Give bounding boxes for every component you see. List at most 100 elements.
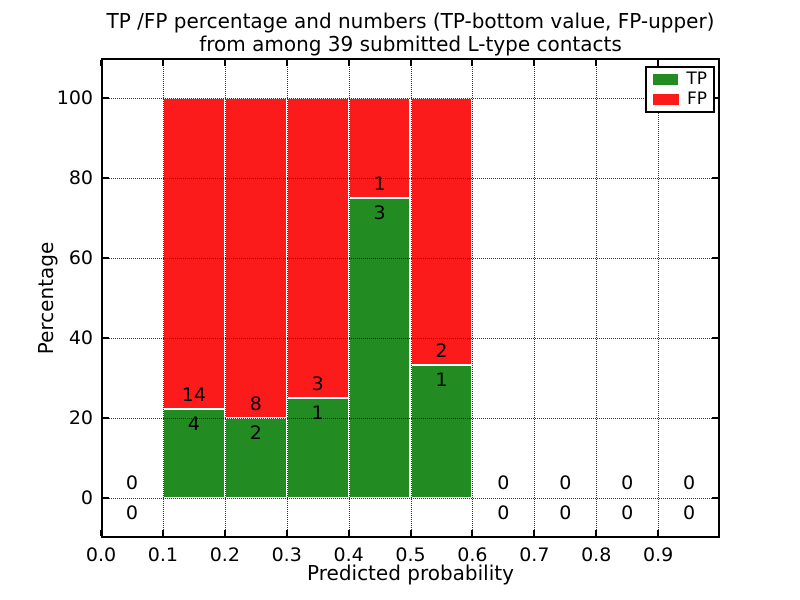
x-tick-mark-top: [657, 60, 660, 66]
x-tick-mark: [285, 530, 288, 536]
x-tick-label: 0.1: [147, 544, 178, 566]
y-axis-label: Percentage: [34, 241, 58, 355]
fp-count-label: 0: [125, 472, 138, 494]
fp-count-label: 1: [373, 173, 386, 195]
tp-count-label: 2: [249, 422, 262, 444]
x-tick-mark: [347, 530, 350, 536]
bar-segment-fp: [286, 98, 349, 398]
gridline-vertical: [534, 58, 536, 538]
legend: TP FP: [645, 66, 715, 113]
y-tick-mark: [103, 257, 109, 259]
x-tick-label: 0.4: [333, 544, 364, 566]
fp-count-label: 0: [683, 472, 696, 494]
x-tick-label: 0.5: [395, 544, 426, 566]
bar-segment-tp: [348, 198, 411, 498]
bar-segment-fp: [410, 98, 473, 365]
x-tick-mark-top: [409, 60, 412, 66]
gridline-vertical: [348, 58, 350, 538]
gridline-horizontal: [101, 98, 720, 99]
tp-count-label: 0: [497, 502, 510, 524]
y-tick-mark-right: [712, 337, 718, 339]
y-tick-label: 0: [80, 487, 93, 509]
y-tick-mark: [103, 337, 109, 339]
x-tick-mark-top: [100, 60, 102, 66]
bar-segment-tp: [224, 418, 287, 498]
tp-count-label: 3: [373, 202, 386, 224]
x-tick-mark: [409, 530, 412, 536]
y-tick-mark: [103, 497, 109, 499]
tp-count-label: 0: [683, 502, 696, 524]
bar-segment-fp: [162, 98, 225, 410]
x-tick-mark: [657, 530, 660, 536]
tp-count-label: 0: [125, 502, 138, 524]
y-tick-label: 60: [68, 247, 93, 269]
y-tick-mark: [103, 417, 109, 419]
legend-label-fp: FP: [686, 88, 707, 109]
gridline-horizontal: [101, 178, 720, 179]
y-tick-mark-right: [712, 497, 718, 499]
y-tick-label: 100: [56, 87, 93, 109]
x-tick-mark: [100, 530, 102, 536]
chart-title-line2: from among 39 submitted L-type contacts: [199, 32, 622, 56]
x-tick-mark-top: [285, 60, 288, 66]
gridline-vertical: [596, 58, 598, 538]
gridline-vertical: [286, 58, 288, 538]
chart-title: TP /FP percentage and numbers (TP-bottom…: [101, 10, 720, 56]
tp-count-label: 0: [559, 502, 572, 524]
gridline-vertical: [162, 58, 164, 538]
y-tick-mark: [103, 97, 109, 99]
x-axis-label: Predicted probability: [307, 561, 514, 585]
fp-count-label: 8: [249, 393, 262, 415]
bar-segment-tp: [162, 409, 225, 498]
tp-swatch-icon: [653, 74, 679, 86]
x-tick-label: 0.0: [85, 544, 117, 566]
gridline-horizontal: [101, 258, 720, 259]
legend-item-fp: FP: [653, 88, 707, 109]
x-tick-label: 0.6: [457, 544, 488, 566]
fp-count-label: 0: [621, 472, 634, 494]
tp-count-label: 1: [311, 402, 324, 424]
fp-count-label: 2: [435, 339, 448, 362]
y-tick-mark-right: [712, 417, 718, 419]
fp-count-label: 3: [311, 373, 324, 395]
chart-title-line1: TP /FP percentage and numbers (TP-bottom…: [106, 9, 715, 33]
x-tick-mark-top: [347, 60, 350, 66]
x-tick-mark: [223, 530, 226, 536]
x-tick-mark: [595, 530, 598, 536]
y-tick-label: 80: [68, 167, 93, 189]
y-tick-mark: [103, 177, 109, 179]
x-tick-label: 0.7: [519, 544, 550, 566]
x-tick-label: 0.3: [271, 544, 302, 566]
y-tick-mark-right: [712, 177, 718, 179]
fp-count-label: 0: [559, 472, 572, 494]
tp-count-label: 4: [187, 413, 200, 436]
fp-swatch-icon: [653, 93, 679, 105]
gridline-vertical: [658, 58, 660, 538]
x-tick-mark-top: [533, 60, 536, 66]
gridline-vertical: [224, 58, 226, 538]
x-tick-mark-top: [161, 60, 164, 66]
gridline-horizontal: [101, 418, 720, 419]
x-tick-mark: [471, 530, 474, 536]
gridline-horizontal: [101, 498, 720, 499]
x-tick-mark: [161, 530, 164, 536]
x-tick-mark: [533, 530, 536, 536]
legend-label-tp: TP: [686, 69, 707, 90]
x-tick-label: 0.8: [581, 544, 612, 566]
y-tick-mark-right: [712, 97, 718, 99]
gridline-horizontal: [101, 338, 720, 339]
gridline-vertical: [410, 58, 412, 538]
tp-count-label: 0: [621, 502, 634, 524]
x-tick-mark-top: [223, 60, 226, 66]
x-tick-mark-top: [595, 60, 598, 66]
x-tick-label: 0.2: [209, 544, 240, 566]
fp-count-label: 14: [181, 384, 206, 407]
y-tick-mark-right: [712, 257, 718, 259]
y-tick-label: 20: [68, 407, 93, 429]
x-tick-label: 0.9: [642, 544, 674, 566]
gridline-vertical: [472, 58, 474, 538]
x-tick-mark-top: [471, 60, 474, 66]
y-tick-label: 40: [68, 327, 93, 349]
fp-count-label: 0: [497, 472, 510, 494]
